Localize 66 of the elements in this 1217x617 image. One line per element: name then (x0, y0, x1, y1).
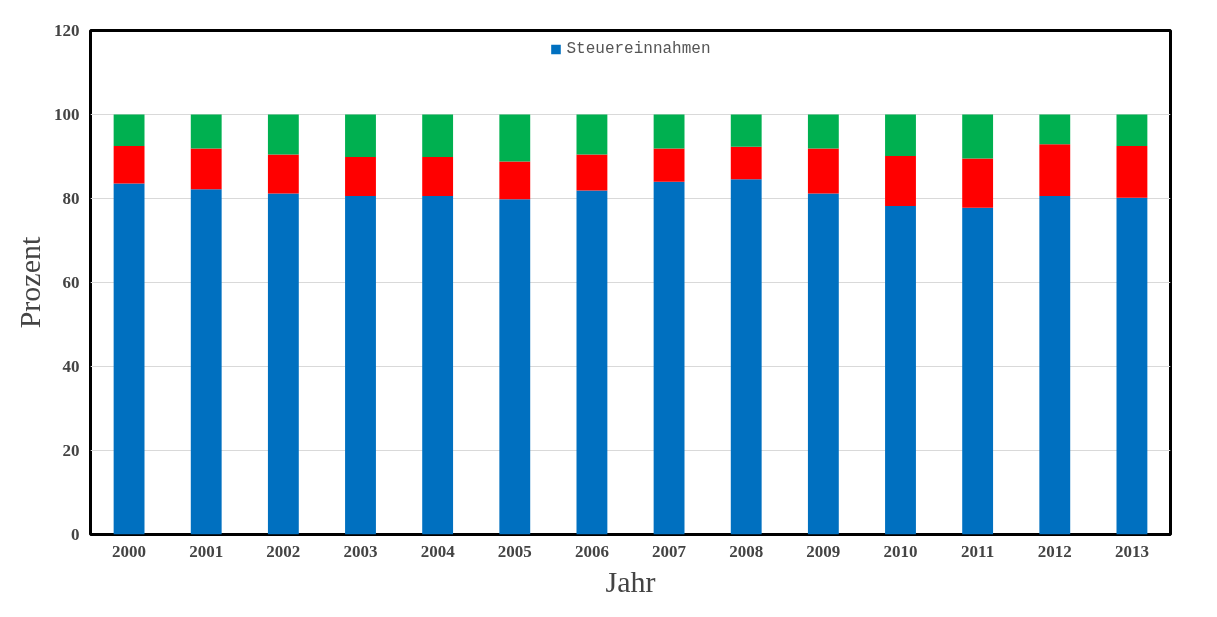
bar (576, 190, 608, 535)
x-tick-label: 2008 (729, 541, 764, 561)
bar (1116, 114, 1148, 146)
x-tick-label: 2001 (189, 541, 224, 561)
bar (267, 114, 299, 155)
bar (190, 148, 222, 190)
bar (499, 161, 531, 200)
bar (113, 146, 145, 184)
x-tick-label: 2011 (961, 541, 995, 561)
x-axis-title: Jahr (605, 564, 656, 598)
bar (345, 156, 376, 196)
bar (422, 114, 454, 157)
bar (885, 114, 916, 157)
x-tick-label: 2013 (1114, 541, 1149, 561)
bar (807, 114, 839, 149)
bar (345, 195, 376, 535)
bar (1039, 195, 1071, 535)
x-tick-label: 2000 (112, 541, 147, 561)
bar (576, 154, 608, 191)
bar (962, 207, 994, 535)
bar (113, 183, 145, 535)
x-tick-label: 2004 (420, 541, 456, 561)
bar (267, 193, 299, 535)
y-tick-label: 20 (62, 441, 80, 460)
bar (576, 114, 608, 155)
bar (885, 156, 916, 207)
x-tick-label: 2003 (343, 541, 378, 561)
x-tick-label: 2002 (266, 541, 301, 561)
bar (730, 179, 762, 535)
x-tick-label: 2009 (806, 541, 841, 561)
y-tick-label: 60 (62, 273, 80, 292)
bar (190, 189, 222, 535)
y-tick-label: 100 (54, 105, 80, 124)
bar (499, 114, 531, 162)
bar (807, 148, 839, 194)
bar (885, 206, 916, 535)
legend-label: Steuereinnahmen (566, 40, 711, 58)
bar (730, 146, 762, 180)
bar (962, 114, 994, 159)
bar (345, 114, 376, 157)
x-tick-label: 2006 (574, 541, 609, 561)
x-tick-label: 2007 (652, 541, 687, 561)
bar (653, 181, 685, 535)
bar (499, 199, 531, 535)
x-tick-label: 2010 (883, 541, 918, 561)
y-axis-title: Prozent (13, 236, 46, 329)
bar (422, 156, 454, 196)
y-tick-label: 0 (71, 525, 80, 544)
y-tick-label: 40 (62, 357, 80, 376)
bar (730, 114, 762, 147)
bar (653, 114, 685, 149)
bar (113, 114, 145, 146)
bar (807, 193, 839, 535)
x-tick-label: 2005 (497, 541, 532, 561)
bar (962, 158, 994, 208)
bar (190, 114, 222, 149)
bar (653, 148, 685, 182)
x-tick-label: 2012 (1037, 541, 1072, 561)
y-tick-label: 80 (62, 189, 80, 208)
bar (1039, 114, 1071, 145)
bar (1039, 144, 1071, 196)
y-tick-label: 120 (54, 21, 80, 40)
bar (422, 195, 454, 535)
bar (267, 154, 299, 194)
bar (1116, 197, 1148, 535)
bar (1116, 146, 1148, 198)
